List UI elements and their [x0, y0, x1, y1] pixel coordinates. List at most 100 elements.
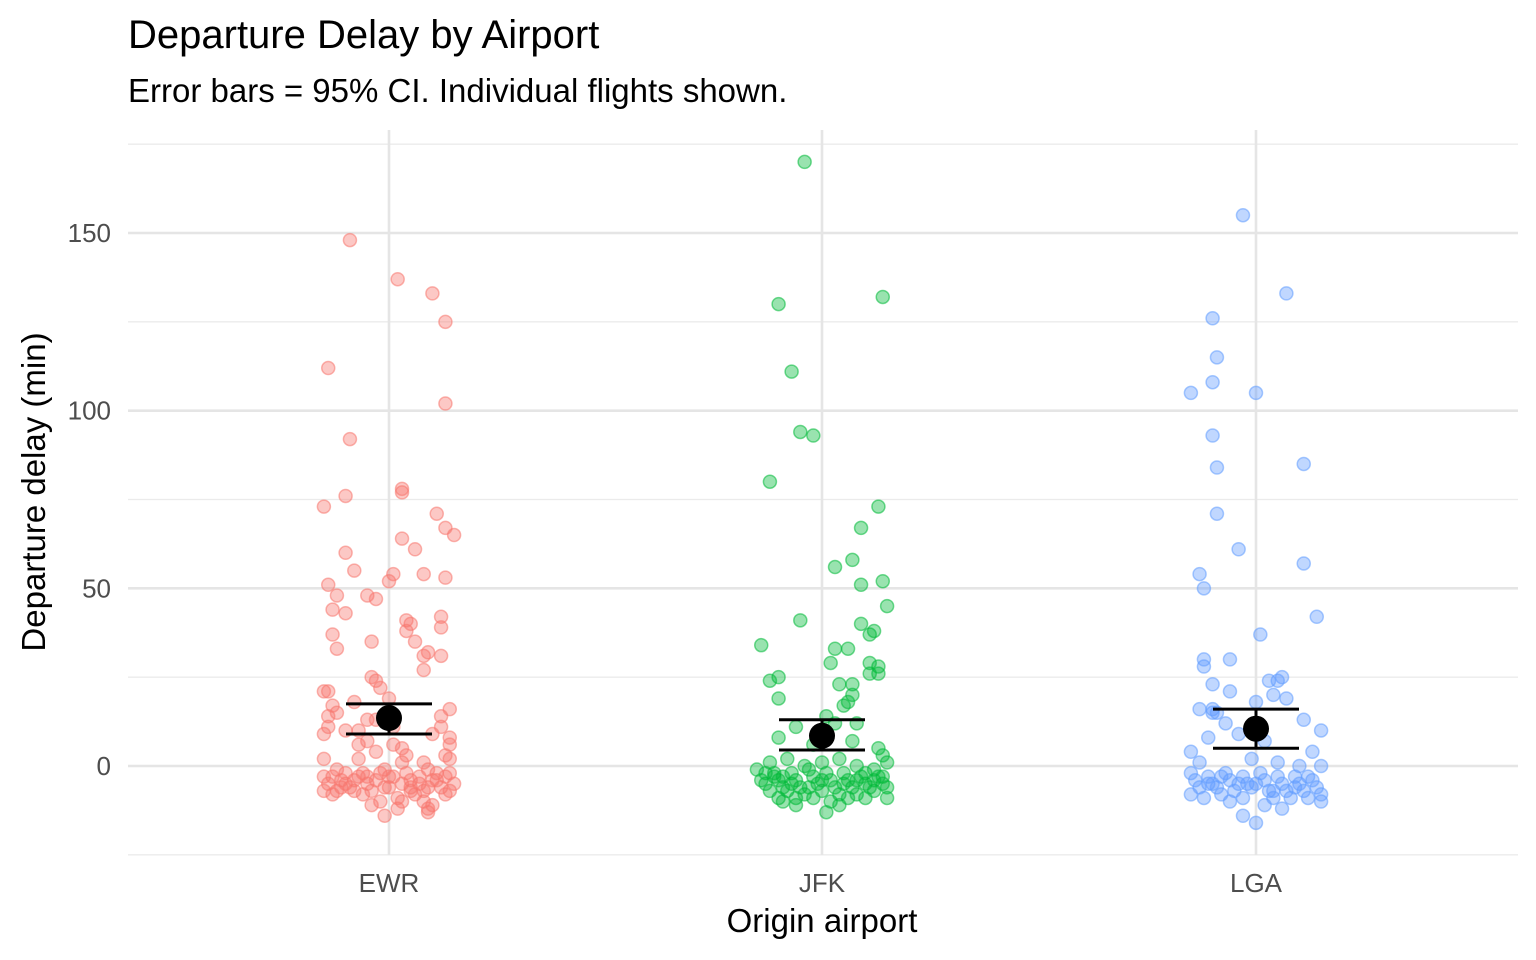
- flight-point: [862, 627, 877, 642]
- flight-point: [373, 765, 388, 781]
- flight-point: [394, 485, 410, 500]
- flight-point: [425, 286, 440, 301]
- flight-point: [1201, 730, 1216, 745]
- flight-point: [342, 431, 358, 447]
- flight-point: [329, 588, 345, 603]
- flight-point: [433, 709, 449, 724]
- flight-point: [775, 769, 791, 784]
- flight-point: [1192, 755, 1207, 770]
- flight-point: [386, 737, 401, 752]
- mean-point: [376, 705, 402, 732]
- flight-point: [1305, 744, 1320, 760]
- flight-point: [1192, 566, 1207, 582]
- x-tick-label: LGA: [1230, 868, 1283, 898]
- flight-point: [801, 780, 817, 795]
- flight-point: [1313, 758, 1329, 774]
- flight-point: [845, 733, 860, 749]
- flight-point: [438, 570, 453, 585]
- flight-point: [871, 666, 886, 681]
- x-axis-title: Origin airport: [727, 902, 918, 939]
- flight-point: [1235, 769, 1251, 784]
- flight-point: [420, 645, 436, 660]
- flight-point: [360, 769, 375, 784]
- flight-point: [1274, 801, 1290, 816]
- flight-point: [875, 573, 891, 589]
- flight-point: [438, 787, 453, 802]
- flight-point: [845, 552, 860, 568]
- flight-point: [762, 673, 778, 688]
- flight-point: [325, 602, 340, 617]
- flight-point: [377, 808, 392, 823]
- flight-point: [320, 709, 336, 724]
- chart-subtitle: Error bars = 95% CI. Individual flights …: [128, 72, 788, 109]
- y-tick-label: 50: [82, 573, 111, 603]
- flight-point: [442, 751, 458, 767]
- flight-point: [858, 790, 873, 806]
- x-axis-ticks: EWR JFK LGA: [359, 868, 1283, 898]
- flight-point: [879, 755, 895, 770]
- flight-point: [879, 790, 895, 806]
- flight-point: [351, 751, 366, 767]
- flight-point: [316, 684, 332, 699]
- flight-point: [316, 751, 332, 767]
- flight-point: [338, 488, 353, 504]
- flight-point: [1248, 694, 1264, 710]
- flight-point: [879, 598, 895, 614]
- flight-point: [1196, 659, 1212, 674]
- flight-point: [351, 737, 366, 752]
- flight-point: [381, 573, 397, 589]
- flight-point: [784, 765, 799, 781]
- flight-point: [1192, 701, 1207, 717]
- flight-point: [416, 566, 431, 582]
- flight-point: [836, 776, 851, 792]
- flight-point: [399, 623, 414, 639]
- flight-point: [320, 719, 336, 735]
- flight-point: [390, 801, 405, 816]
- flight-point: [1266, 687, 1281, 703]
- flight-point: [1231, 776, 1246, 792]
- flight-point: [1313, 723, 1329, 738]
- flight-point: [433, 648, 449, 664]
- flight-point: [1235, 790, 1251, 806]
- flight-point: [1287, 780, 1303, 795]
- flight-point: [407, 634, 423, 649]
- flight-point: [360, 588, 375, 603]
- flight-point: [394, 531, 410, 546]
- flight-point: [429, 506, 444, 521]
- flight-point: [420, 801, 436, 816]
- flight-point: [797, 787, 812, 802]
- flight-point: [1222, 684, 1238, 699]
- flight-point: [368, 591, 384, 607]
- flight-point: [416, 783, 431, 799]
- flight-point: [853, 616, 869, 632]
- flight-point: [347, 563, 362, 578]
- flight-point: [1261, 783, 1277, 799]
- flight-point: [1209, 460, 1225, 475]
- flight-point: [316, 726, 332, 742]
- flight-point: [775, 794, 791, 809]
- flight-point: [780, 751, 795, 767]
- mean-point: [1243, 715, 1269, 742]
- flight-point: [840, 641, 856, 656]
- flight-point: [403, 780, 418, 795]
- flight-point: [1248, 776, 1264, 792]
- flight-point: [836, 698, 851, 713]
- flight-point: [793, 424, 808, 440]
- flight-point: [373, 794, 388, 809]
- flight-point: [823, 655, 838, 671]
- flight-point: [1309, 780, 1325, 795]
- flight-point: [381, 769, 397, 784]
- mean-point: [809, 722, 835, 749]
- flight-point: [1235, 207, 1251, 223]
- flight-point: [325, 627, 340, 642]
- flight-point: [446, 527, 462, 543]
- flight-point: [1205, 428, 1220, 443]
- flight-point: [1296, 456, 1311, 472]
- flight-point: [849, 787, 864, 802]
- y-tick-label: 0: [97, 751, 111, 781]
- flight-point: [364, 783, 379, 799]
- flight-point: [853, 577, 869, 593]
- flight-point: [416, 662, 431, 678]
- flight-point: [1248, 815, 1264, 831]
- flight-point: [407, 541, 423, 557]
